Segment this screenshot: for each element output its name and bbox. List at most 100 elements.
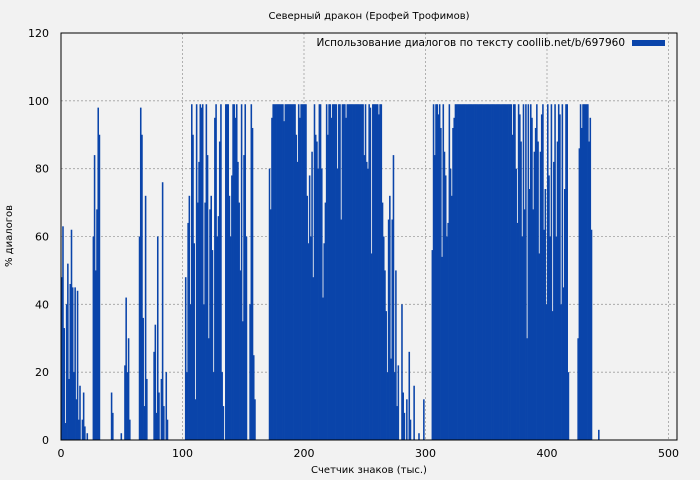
data-bar [372,104,374,440]
data-bar [457,104,459,440]
data-bar [285,104,288,440]
data-bar [555,236,558,440]
data-bar [321,168,323,441]
data-bar [362,104,364,440]
data-bar [498,104,500,440]
data-bar [403,412,406,440]
data-bar [273,104,276,440]
data-bar [543,229,545,440]
data-bar [153,351,155,440]
data-bar [71,287,74,441]
data-bar [61,277,63,440]
data-bar [375,104,378,440]
data-bar [238,202,240,440]
data-bar [458,104,460,440]
data-bar [336,168,339,441]
data-bar [307,243,310,440]
data-bar [194,399,197,440]
data-bar [232,104,234,440]
data-bar [544,189,547,440]
data-bar [74,287,76,441]
data-bar [531,117,533,440]
data-bar [284,104,287,440]
data-bar [75,399,78,440]
data-bar [511,134,514,440]
data-bar [203,304,205,440]
data-bar [505,104,508,440]
data-bar [401,304,403,440]
data-bar [127,338,130,440]
data-bar [373,104,375,440]
data-bar [468,104,470,440]
data-bar [250,104,253,440]
data-bar [82,392,85,440]
data-bar [305,104,307,440]
data-bar [210,195,212,440]
data-bar [302,104,305,440]
data-bar [393,372,396,440]
data-bar [165,372,168,440]
data-bar [581,127,583,440]
x-tick-label: 100 [172,447,193,460]
x-tick-label: 500 [658,447,679,460]
data-bar [214,117,216,440]
data-bar [454,104,457,440]
data-bar [408,351,411,440]
data-bar [193,243,195,440]
legend-swatch [632,40,665,46]
data-bar [316,141,318,440]
data-bar [186,372,188,440]
data-bar [500,104,503,440]
data-bar [441,256,443,440]
data-bar [590,229,593,440]
data-bar [506,104,509,440]
data-bar [512,104,515,440]
data-bar [286,104,289,440]
data-bar [585,104,588,440]
data-bar [431,250,434,440]
data-bar [536,104,538,440]
data-bar [358,104,361,440]
data-bar [92,236,95,440]
data-bar [154,324,157,440]
data-bar [188,195,191,440]
data-bar [523,209,526,440]
data-bar [129,419,131,440]
data-bar [208,338,210,440]
data-bar [272,104,274,440]
data-bar [161,182,164,441]
data-bar [235,104,238,440]
data-bar [561,104,564,440]
data-bar [251,127,254,440]
data-bar [142,317,144,440]
data-bar [323,243,325,440]
data-bar [216,236,219,440]
y-tick-label: 120 [28,27,49,40]
data-bar [489,104,492,440]
data-bar [392,155,395,440]
data-bar [334,104,336,440]
data-bar [545,304,548,440]
data-bar [289,104,291,440]
data-bar [229,236,232,440]
data-bar [589,117,592,440]
data-bar [492,104,494,440]
data-bar [141,134,143,440]
data-bar [477,104,480,440]
data-bar [146,378,148,440]
data-bar [409,419,412,440]
data-bar [125,297,127,440]
data-bar [244,104,247,440]
data-bar [497,104,499,440]
data-bar [493,104,496,440]
data-bar [317,168,319,441]
data-bar [559,114,561,441]
data-bar [476,104,479,440]
data-bar [78,419,80,440]
data-bar [110,392,113,440]
data-bar [461,104,464,440]
data-bar [291,104,294,440]
data-bar [432,104,435,440]
data-bar [341,104,344,440]
